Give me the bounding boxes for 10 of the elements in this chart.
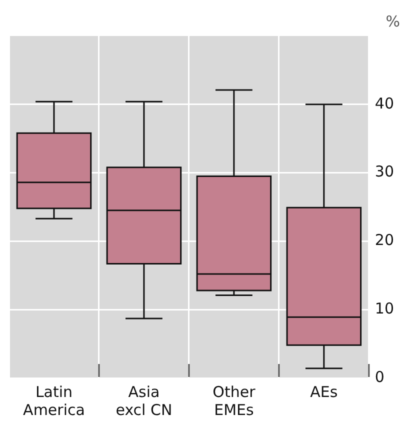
x-tick-label: Other EMEs	[212, 382, 256, 419]
x-tick-label: Latin America	[23, 382, 85, 419]
y-tick-label: 30	[374, 162, 394, 181]
y-tick-label: 10	[374, 299, 394, 318]
y-tick-label: 0	[374, 368, 384, 386]
y-tick-label: 20	[374, 231, 394, 250]
x-tick-label: AEs	[310, 382, 338, 401]
y-tick-label: 40	[374, 94, 394, 112]
y-axis-title: %	[386, 12, 400, 30]
x-tick-label: Asia excl CN	[116, 382, 172, 419]
